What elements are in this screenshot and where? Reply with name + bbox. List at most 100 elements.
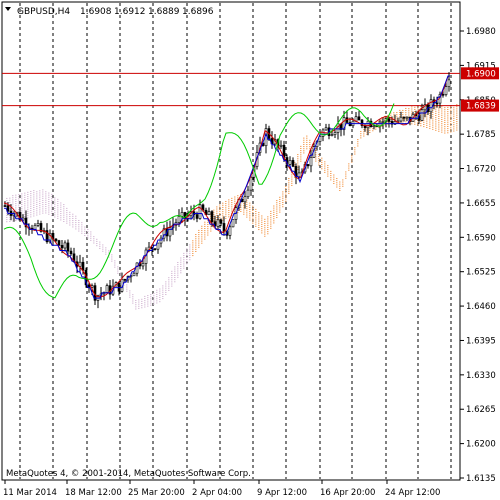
cloud-dot	[45, 195, 47, 197]
dropdown-triangle-icon[interactable]	[5, 7, 11, 11]
cloud-dot	[171, 283, 173, 285]
cloud-dot	[24, 203, 26, 205]
cloud-dot	[429, 123, 431, 125]
cloud-dot	[267, 224, 269, 226]
cloud-dot	[126, 284, 128, 286]
cloud-dot	[192, 244, 194, 246]
cloud-dot	[57, 213, 59, 215]
cloud-dot	[225, 215, 227, 217]
cloud-dot	[156, 298, 158, 300]
cloud-dot	[303, 152, 305, 154]
cloud-dot	[114, 262, 116, 264]
cloud-dot	[357, 143, 359, 145]
cloud-dot	[15, 198, 17, 200]
cloud-dot	[243, 203, 245, 205]
cloud-dot	[261, 221, 263, 223]
cloud-dot	[207, 228, 209, 230]
cloud-dot	[60, 217, 62, 219]
cloud-dot	[432, 126, 434, 128]
cloud-dot	[240, 198, 242, 200]
cloud-dot	[168, 277, 170, 279]
candle-body	[324, 127, 328, 131]
cloud-dot	[159, 292, 161, 294]
cloud-dot	[279, 198, 281, 200]
cloud-dot	[216, 214, 218, 216]
cloud-dot	[30, 195, 32, 197]
tenkan-line	[3, 75, 449, 298]
cloud-dot	[279, 201, 281, 203]
cloud-dot	[429, 117, 431, 119]
cloud-dot	[246, 203, 248, 205]
cloud-dot	[348, 167, 350, 169]
cloud-dot	[120, 274, 122, 276]
cloud-dot	[51, 198, 53, 200]
cloud-dot	[141, 305, 143, 307]
cloud-dot	[375, 124, 377, 126]
cloud-dot	[297, 158, 299, 160]
cloud-dot	[438, 107, 440, 109]
cloud-dot	[276, 204, 278, 206]
cloud-dot	[171, 285, 173, 287]
cloud-dot	[51, 206, 53, 208]
cloud-dot	[21, 199, 23, 201]
cloud-dot	[447, 128, 449, 130]
cloud-dot	[291, 182, 293, 184]
candle-body	[3, 205, 7, 207]
cloud-dot	[141, 298, 143, 300]
cloud-dot	[102, 250, 104, 252]
cloud-dot	[30, 205, 32, 207]
cloud-dot	[30, 197, 32, 199]
cloud-dot	[288, 190, 290, 192]
cloud-dot	[435, 108, 437, 110]
cloud-dot	[78, 228, 80, 230]
cloud-dot	[162, 287, 164, 289]
cloud-dot	[450, 127, 452, 129]
candle-body	[57, 240, 61, 246]
cloud-dot	[240, 204, 242, 206]
cloud-dot	[42, 199, 44, 201]
cloud-dot	[405, 112, 407, 114]
cloud-dot	[153, 301, 155, 303]
cloud-dot	[273, 211, 275, 213]
cloud-dot	[21, 208, 23, 210]
cloud-dot	[453, 113, 455, 115]
price-tick-label: 1.6200	[466, 440, 496, 450]
cloud-dot	[243, 207, 245, 209]
cloud-dot	[414, 121, 416, 123]
cloud-dot	[354, 151, 356, 153]
cloud-dot	[60, 202, 62, 204]
cloud-dot	[189, 244, 191, 246]
cloud-dot	[21, 212, 23, 214]
cloud-dot	[12, 218, 14, 220]
cloud-dot	[396, 118, 398, 120]
candle-body	[297, 172, 301, 178]
cloud-dot	[87, 235, 89, 237]
cloud-dot	[264, 235, 266, 237]
cloud-dot	[210, 228, 212, 230]
cloud-dot	[222, 211, 224, 213]
cloud-dot	[33, 204, 35, 206]
cloud-dot	[336, 186, 338, 188]
cloud-dot	[177, 268, 179, 270]
cloud-dot	[225, 203, 227, 205]
cloud-dot	[96, 238, 98, 240]
cloud-dot	[231, 210, 233, 212]
cloud-dot	[444, 126, 446, 128]
cloud-dot	[186, 250, 188, 252]
candle-body	[177, 216, 181, 223]
cloud-dot	[222, 202, 224, 204]
candle-body	[249, 176, 253, 191]
cloud-dot	[204, 238, 206, 240]
cloud-dot	[33, 190, 35, 192]
cloud-dot	[78, 230, 80, 232]
cloud-dot	[117, 268, 119, 270]
candle-body	[357, 116, 361, 121]
cloud-dot	[225, 200, 227, 202]
cloud-dot	[195, 236, 197, 238]
cloud-dot	[243, 211, 245, 213]
cloud-dot	[420, 123, 422, 125]
cloud-dot	[258, 220, 260, 222]
cloud-dot	[456, 110, 458, 112]
cloud-dot	[135, 306, 137, 308]
